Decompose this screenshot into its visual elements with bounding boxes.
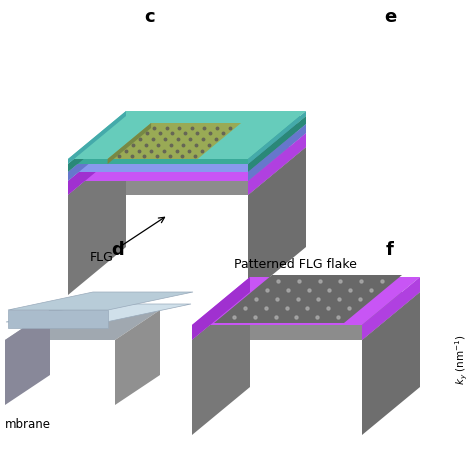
Polygon shape [68,147,306,195]
Polygon shape [108,123,241,159]
Polygon shape [68,111,126,164]
Polygon shape [192,292,250,435]
Polygon shape [8,310,108,328]
Text: c: c [145,8,155,26]
Polygon shape [68,116,306,164]
Polygon shape [248,124,306,181]
Polygon shape [68,124,126,181]
Polygon shape [362,277,420,340]
Polygon shape [248,133,306,195]
Text: $k_y$ (nm$^{-1}$): $k_y$ (nm$^{-1}$) [454,335,470,385]
Polygon shape [5,310,50,405]
Polygon shape [248,116,306,172]
Polygon shape [115,310,160,405]
Polygon shape [68,133,306,181]
Polygon shape [8,292,193,310]
Polygon shape [362,292,420,435]
Polygon shape [248,111,306,164]
Text: d: d [111,241,124,259]
Polygon shape [68,147,126,295]
Text: FLG: FLG [90,251,114,264]
Text: Patterned FLG flake: Patterned FLG flake [234,258,356,271]
Polygon shape [192,277,420,325]
Polygon shape [68,116,126,172]
Polygon shape [68,111,306,159]
Polygon shape [214,275,402,323]
Polygon shape [192,292,420,340]
Text: e: e [384,8,396,26]
Polygon shape [68,124,306,172]
Polygon shape [68,133,126,195]
Text: mbrane: mbrane [5,418,51,431]
Polygon shape [108,123,151,164]
Polygon shape [6,304,191,322]
Polygon shape [248,147,306,295]
Text: f: f [386,241,394,259]
Polygon shape [5,310,160,340]
Polygon shape [192,277,250,340]
